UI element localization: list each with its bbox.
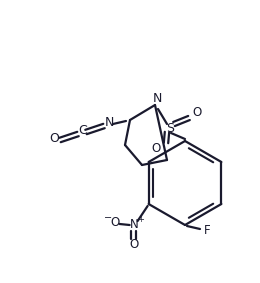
Text: O: O xyxy=(151,142,161,155)
Text: O: O xyxy=(192,106,202,119)
Text: O: O xyxy=(110,216,119,230)
Text: C: C xyxy=(79,125,87,138)
Text: N: N xyxy=(104,115,114,128)
Text: N: N xyxy=(130,218,139,231)
Text: S: S xyxy=(166,121,174,134)
Text: F: F xyxy=(204,224,210,237)
Text: N: N xyxy=(152,93,162,106)
Text: −: − xyxy=(103,213,112,223)
Text: O: O xyxy=(129,239,138,252)
Text: O: O xyxy=(49,132,59,145)
Text: +: + xyxy=(137,215,144,224)
